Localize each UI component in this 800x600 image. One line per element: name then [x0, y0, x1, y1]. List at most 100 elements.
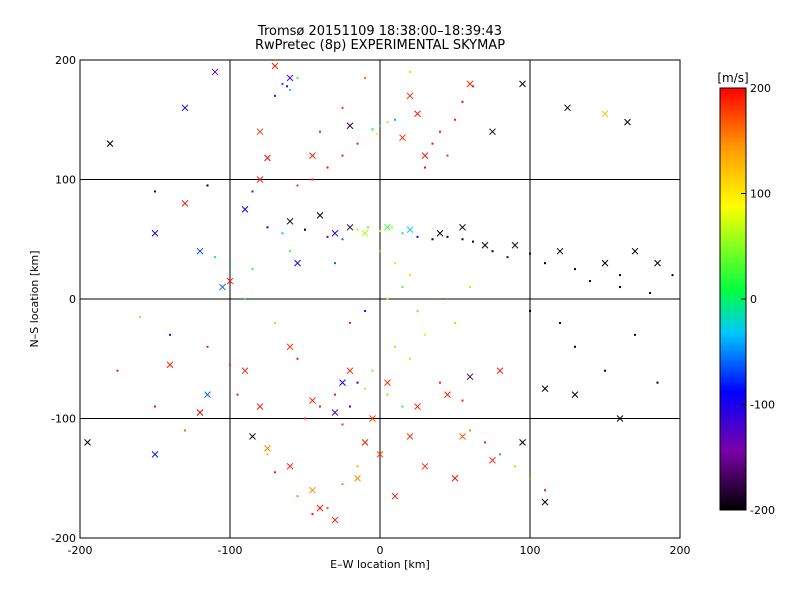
data-point-cross: [339, 379, 346, 387]
cross-stroke: [166, 361, 174, 369]
data-point-dot: [544, 489, 546, 492]
x-tick-label: -100: [218, 544, 243, 557]
data-point-cross: [181, 200, 189, 207]
data-point-dot: [499, 453, 501, 456]
cross-stroke: [264, 154, 271, 162]
data-point-dot: [544, 262, 546, 265]
data-point-dot: [376, 133, 378, 136]
data-point-cross: [451, 474, 459, 482]
data-point-dot: [206, 184, 209, 187]
cross-stroke: [346, 122, 354, 130]
data-point-cross: [616, 415, 624, 422]
cross-stroke: [399, 134, 406, 142]
data-point-dot: [356, 228, 359, 231]
data-point-cross: [361, 229, 369, 237]
data-point-dot: [559, 321, 561, 324]
y-tick-label: 100: [55, 174, 76, 187]
data-point-dot: [491, 250, 494, 253]
data-point-dot: [311, 513, 314, 516]
cross-stroke: [286, 217, 294, 225]
data-point-cross: [331, 229, 339, 237]
cross-stroke: [331, 409, 339, 416]
data-point-dot: [461, 399, 464, 402]
data-point-cross: [256, 128, 264, 136]
y-tick-label: 0: [69, 293, 76, 306]
data-point-dot: [386, 298, 389, 300]
data-point-dot: [281, 232, 284, 235]
cross-stroke: [436, 229, 444, 237]
cross-stroke: [616, 415, 624, 422]
data-point-dot: [446, 235, 449, 238]
cross-stroke: [346, 223, 354, 231]
data-point-dot: [341, 423, 344, 426]
data-point-dot: [356, 381, 359, 384]
data-point-dot: [304, 228, 306, 231]
cross-stroke: [414, 110, 421, 118]
data-point-dot: [394, 118, 396, 121]
data-point-cross: [286, 217, 294, 225]
cross-stroke: [556, 247, 564, 255]
data-point-cross: [624, 118, 631, 126]
data-point-dot: [274, 94, 276, 97]
data-point-dot: [169, 333, 171, 336]
cross-stroke: [196, 409, 204, 416]
data-point-dot: [506, 256, 509, 259]
data-point-dot: [391, 226, 393, 229]
data-point-dot: [326, 507, 329, 510]
data-point-dot: [319, 405, 321, 408]
data-point-cross: [541, 498, 549, 506]
data-point-dot: [244, 298, 246, 300]
cross-stroke: [331, 516, 339, 524]
data-point-dot: [341, 154, 344, 157]
data-point-cross: [309, 152, 316, 159]
data-point-dot: [251, 268, 254, 271]
data-point-cross: [264, 445, 271, 452]
data-point-cross: [249, 433, 256, 440]
data-point-cross: [511, 241, 519, 249]
data-point-dot: [454, 118, 456, 121]
data-point-cross: [331, 516, 339, 524]
cross-stroke: [361, 439, 369, 446]
data-point-dot: [289, 250, 291, 253]
data-point-dot: [341, 483, 344, 486]
cross-stroke: [466, 373, 474, 381]
data-point-dot: [424, 333, 426, 336]
cross-stroke: [391, 492, 399, 500]
data-point-dot: [439, 381, 441, 384]
cross-stroke: [151, 450, 159, 458]
cross-stroke: [601, 110, 609, 118]
data-point-dot: [364, 387, 366, 390]
data-point-dot: [334, 393, 336, 396]
cross-stroke: [369, 415, 376, 422]
data-point-cross: [571, 391, 579, 398]
y-tick-label: -200: [51, 532, 76, 545]
data-point-dot: [266, 453, 269, 456]
data-point-dot: [274, 321, 276, 324]
data-point-cross: [406, 92, 414, 100]
data-point-cross: [264, 154, 271, 162]
data-point-dot: [367, 226, 369, 229]
chart-title: Tromsø 20151109 18:38:00–18:39:43: [257, 24, 503, 39]
cross-stroke: [624, 118, 631, 126]
data-point-dot: [229, 363, 231, 366]
data-point-cross: [384, 223, 391, 231]
data-point-dot: [364, 76, 366, 79]
data-point-dot: [634, 333, 636, 336]
cross-stroke: [354, 474, 361, 482]
data-point-dot: [589, 280, 591, 283]
cross-stroke: [481, 241, 489, 249]
cross-stroke: [316, 504, 324, 512]
data-point-cross: [294, 259, 301, 267]
cross-stroke: [361, 229, 369, 237]
data-point-dot: [409, 274, 411, 277]
cross-stroke: [286, 74, 294, 82]
data-point-dot: [281, 82, 284, 85]
data-point-cross: [151, 450, 159, 458]
cross-stroke: [309, 397, 316, 404]
data-point-dot: [394, 262, 396, 265]
data-point-cross: [459, 433, 466, 440]
data-point-dot: [529, 477, 531, 480]
cross-stroke: [541, 498, 549, 506]
cross-stroke: [489, 128, 496, 136]
data-point-dot: [604, 369, 606, 372]
